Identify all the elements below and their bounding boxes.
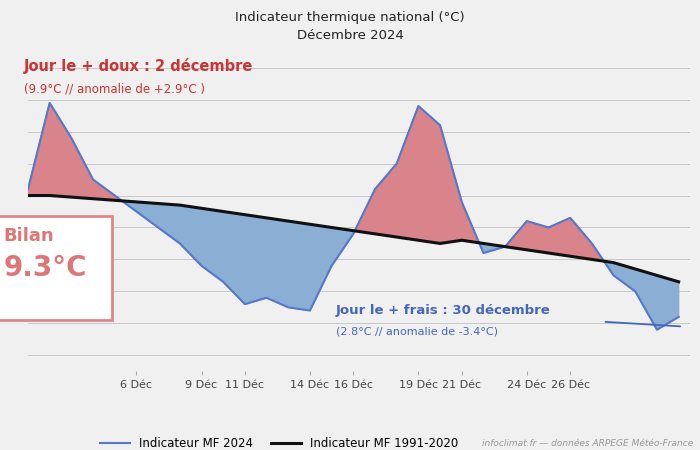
- Text: infoclimat.fr — données ARPEGE Météo-France: infoclimat.fr — données ARPEGE Météo-Fra…: [482, 439, 693, 448]
- Text: (9.9°C // anomalie de +2.9°C ): (9.9°C // anomalie de +2.9°C ): [24, 82, 204, 95]
- Text: Indicateur thermique national (°C): Indicateur thermique national (°C): [235, 11, 465, 24]
- Text: 9.3°C: 9.3°C: [4, 254, 87, 282]
- Text: Bilan: Bilan: [4, 227, 54, 245]
- Text: Jour le + doux : 2 décembre: Jour le + doux : 2 décembre: [24, 58, 253, 74]
- Legend: Indicateur MF 2024, Indicateur MF 1991-2020: Indicateur MF 2024, Indicateur MF 1991-2…: [96, 432, 463, 450]
- Text: (2.8°C // anomalie de -3.4°C): (2.8°C // anomalie de -3.4°C): [336, 327, 498, 337]
- Text: Décembre 2024: Décembre 2024: [297, 29, 403, 42]
- Text: Jour le + frais : 30 décembre: Jour le + frais : 30 décembre: [336, 304, 551, 317]
